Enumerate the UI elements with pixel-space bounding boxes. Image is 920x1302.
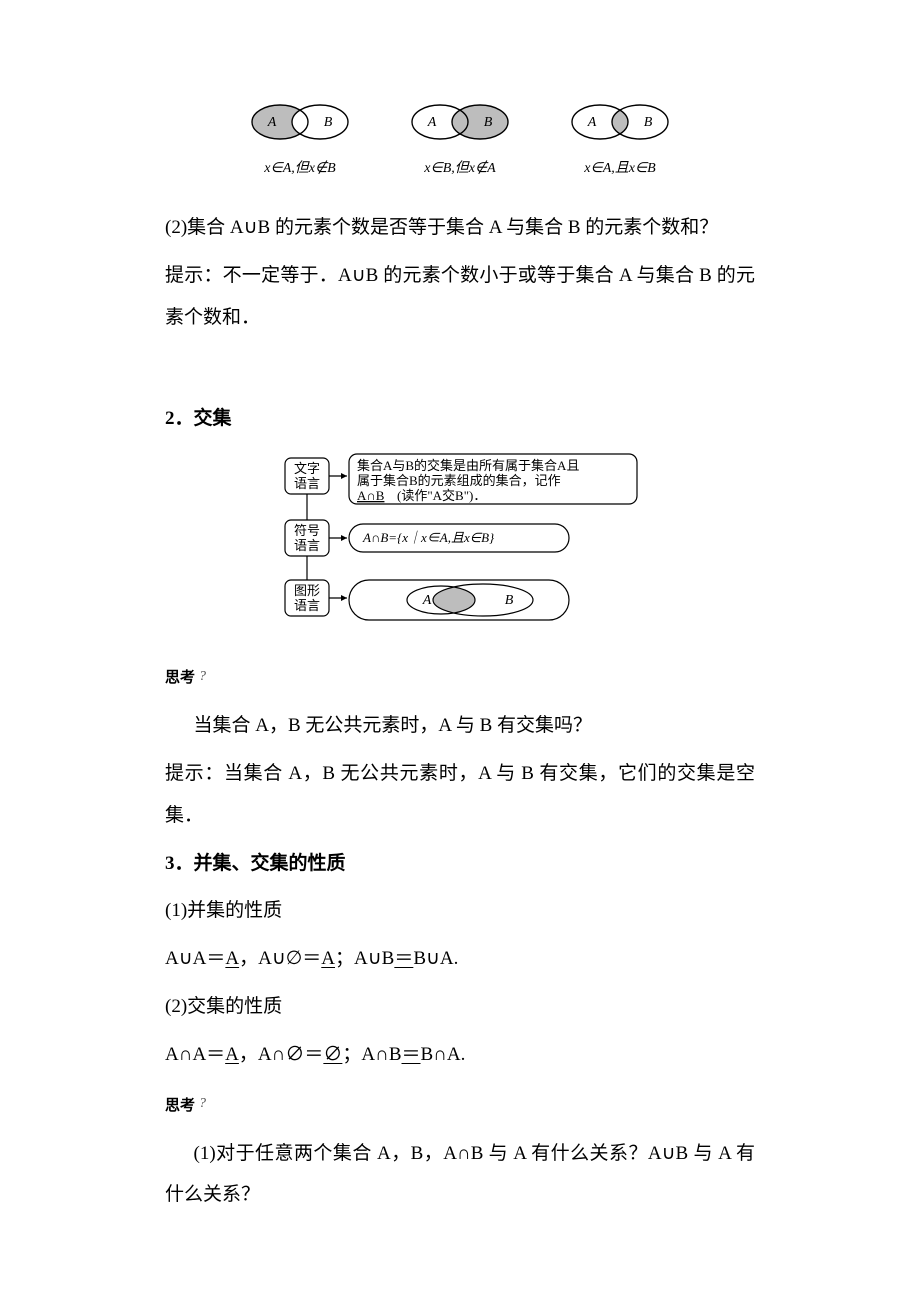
sec3-title-text: 3．并集、交集的性质: [165, 853, 346, 874]
svg-text:(读作"A交B")．: (读作"A交B")．: [397, 488, 486, 503]
svg-text:A∩B: A∩B: [357, 488, 385, 503]
svg-text:文字: 文字: [294, 461, 320, 476]
svg-text:A: A: [422, 593, 432, 608]
sikao-label-2: 思考 ?: [165, 1094, 755, 1115]
q2-line2: 提示：不一定等于．A∪B 的元素个数小于或等于集合 A 与集合 B 的元素个数和…: [165, 255, 755, 339]
eq2-b: ，A∩∅＝: [239, 1044, 323, 1065]
eq1-u3: ＝: [394, 948, 413, 969]
svg-text:B: B: [484, 115, 493, 130]
sikao1-a: 提示：当集合 A，B 无公共元素时，A 与 B 有交集，它们的交集是空集．: [165, 753, 755, 837]
svg-text:B: B: [505, 593, 514, 608]
svg-text:B: B: [644, 115, 653, 130]
eq2-u3: ＝: [402, 1044, 421, 1065]
sec3-p1: (1)并集的性质: [165, 890, 755, 932]
eq1-c: ；A∪B: [335, 948, 394, 969]
venn-caption-1: x∈B,但x∉A: [400, 157, 520, 177]
svg-text:图形: 图形: [294, 583, 320, 598]
sec3-eq1: A∪A＝A，A∪∅＝A；A∪B＝B∪A.: [165, 938, 755, 980]
venn-item-1: A Bx∈B,但x∉A: [400, 100, 520, 177]
svg-text:属于集合B的元素组成的集合，记作: 属于集合B的元素组成的集合，记作: [357, 473, 561, 488]
intersection-svg: 文字语言符号语言图形语言集合A与B的交集是由所有属于集合A且属于集合B的元素组成…: [275, 448, 645, 648]
svg-text:A: A: [587, 115, 597, 130]
sec3-title: 3．并集、交集的性质: [165, 843, 755, 885]
venn-caption-2: x∈A,且x∈B: [560, 157, 680, 177]
eq1-a: A∪A＝: [165, 948, 225, 969]
sec2-title-text: 2．交集: [165, 408, 232, 429]
svg-text:A: A: [427, 115, 437, 130]
eq1-u1: A: [225, 948, 239, 969]
svg-text:语言: 语言: [294, 476, 320, 491]
svg-text:A∩B={x｜x∈A,且x∈B}: A∩B={x｜x∈A,且x∈B}: [362, 530, 495, 545]
venn-caption-0: x∈A,但x∉B: [240, 157, 360, 177]
svg-text:集合A与B的交集是由所有属于集合A且: 集合A与B的交集是由所有属于集合A且: [357, 458, 579, 473]
svg-text:语言: 语言: [294, 598, 320, 613]
venn-item-0: A Bx∈A,但x∉B: [240, 100, 360, 177]
eq1-u2: A: [321, 948, 335, 969]
intersection-diagram: 文字语言符号语言图形语言集合A与B的交集是由所有属于集合A且属于集合B的元素组成…: [165, 448, 755, 648]
question-icon: ?: [199, 669, 206, 685]
eq1-d: B∪A.: [413, 948, 458, 969]
eq2-c: ；A∩B: [342, 1044, 401, 1065]
eq2-d: B∩A.: [421, 1044, 466, 1065]
question-icon-2: ?: [199, 1096, 206, 1112]
sikao-label-1: 思考 ?: [165, 666, 755, 687]
sec3-p2: (2)交集的性质: [165, 986, 755, 1028]
eq2-a: A∩A＝: [165, 1044, 225, 1065]
sikao-text-1: 思考: [165, 666, 195, 687]
eq2-u1: A: [225, 1044, 239, 1065]
eq1-b: ，A∪∅＝: [239, 948, 321, 969]
sikao2-q: (1)对于任意两个集合 A，B，A∩B 与 A 有什么关系？A∪B 与 A 有什…: [165, 1133, 755, 1217]
eq2-u2: ∅: [323, 1044, 342, 1065]
sec3-eq2: A∩A＝A，A∩∅＝∅；A∩B＝B∩A.: [165, 1034, 755, 1076]
svg-text:符号: 符号: [294, 523, 320, 538]
svg-text:语言: 语言: [294, 538, 320, 553]
sec2-title: 2．交集: [165, 398, 755, 440]
venn-row: A Bx∈A,但x∉B A Bx∈B,但x∉A A Bx∈A,且x∈B: [165, 100, 755, 177]
venn-item-2: A Bx∈A,且x∈B: [560, 100, 680, 177]
svg-text:B: B: [324, 115, 333, 130]
sikao1-q: 当集合 A，B 无公共元素时，A 与 B 有交集吗？: [165, 705, 755, 747]
sikao-text-2: 思考: [165, 1094, 195, 1115]
svg-text:A: A: [267, 115, 277, 130]
q2-line1: (2)集合 A∪B 的元素个数是否等于集合 A 与集合 B 的元素个数和？: [165, 207, 755, 249]
